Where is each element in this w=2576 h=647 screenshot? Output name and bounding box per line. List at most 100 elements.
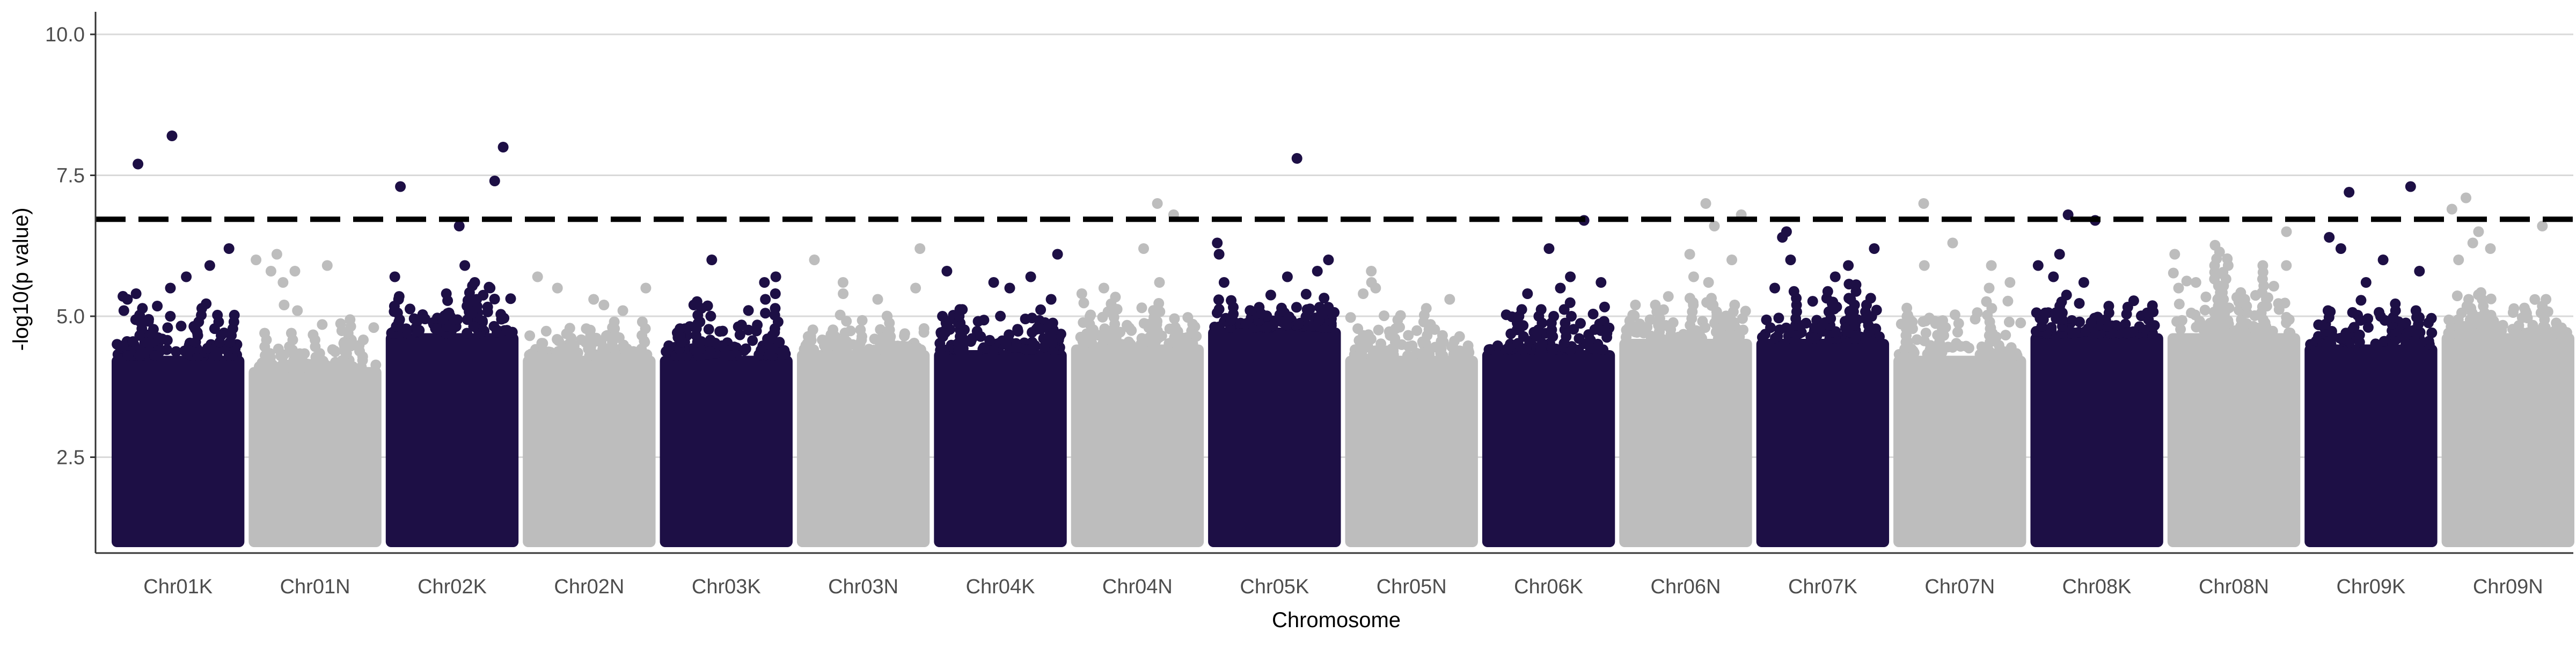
snp-outlier: [289, 266, 301, 277]
x-tick-label: Chr04N: [1102, 576, 1173, 598]
snp-point: [1947, 341, 1958, 353]
chromosome-Chr07N: [1893, 198, 2026, 547]
snp-point: [122, 350, 134, 361]
snp-point: [202, 343, 213, 354]
snp-point: [1403, 341, 1414, 352]
snp-point: [1729, 300, 1740, 310]
snp-outlier: [2405, 181, 2416, 192]
chromosome-Chr04K: [934, 249, 1067, 547]
snp-point: [1902, 316, 1913, 328]
snp-point: [2200, 292, 2212, 302]
snp-point: [1454, 331, 1465, 342]
snp-outlier: [2377, 255, 2389, 265]
snp-outlier: [1986, 260, 1997, 271]
chromosome-Chr01N: [248, 249, 382, 547]
snp-outlier: [395, 181, 406, 192]
snp-point: [2181, 275, 2192, 287]
x-tick-label: Chr01K: [143, 576, 213, 598]
snp-point: [2327, 332, 2338, 343]
snp-point: [1518, 331, 1529, 342]
snp-point: [2080, 326, 2091, 337]
snp-point: [273, 343, 284, 354]
snp-point: [2492, 327, 2503, 338]
snp-point: [1801, 317, 1812, 329]
snp-outlier: [223, 243, 235, 254]
snp-outlier: [1098, 282, 1109, 294]
snp-point: [162, 322, 173, 333]
snp-outlier: [165, 282, 176, 294]
snp-point: [1773, 312, 1784, 324]
chromosome-Chr03N: [796, 243, 930, 547]
snp-point: [2338, 333, 2350, 344]
snp-point: [2209, 239, 2221, 251]
snp-point: [1373, 324, 1384, 336]
snp-point: [1136, 302, 1147, 314]
snp-outlier: [770, 288, 781, 299]
snp-outlier: [1076, 288, 1087, 299]
snp-point: [2174, 299, 2185, 310]
snp-point: [1085, 311, 1095, 322]
chromosome-Chr08N: [2167, 226, 2301, 547]
snp-point: [430, 323, 441, 334]
snp-point: [1673, 331, 1684, 343]
x-tick-label: Chr09K: [2336, 576, 2405, 598]
chromosome-Chr09N: [2441, 192, 2574, 547]
snp-point: [705, 346, 716, 357]
snp-point: [412, 325, 423, 337]
snp-point: [2527, 321, 2538, 332]
snp-point: [1631, 327, 1643, 338]
snp-outlier: [1138, 243, 1149, 254]
snp-point: [618, 346, 630, 357]
snp-outlier: [122, 294, 133, 305]
snp-point: [540, 325, 552, 337]
snp-point: [2400, 317, 2411, 329]
dense-points-Chr07N: [1893, 355, 2026, 547]
snp-point: [1084, 318, 1095, 330]
snp-point: [2426, 327, 2438, 338]
snp-point: [2176, 315, 2187, 326]
snp-point: [2374, 307, 2384, 318]
snp-point: [259, 328, 270, 339]
snp-point: [937, 311, 948, 322]
snp-point: [957, 304, 968, 315]
snp-point: [2128, 295, 2139, 307]
snp-point: [1772, 331, 1783, 342]
snp-point: [774, 337, 785, 348]
snp-outlier: [1596, 277, 1607, 288]
snp-point: [489, 294, 500, 304]
snp-outlier: [1843, 260, 1854, 271]
snp-outlier: [2032, 260, 2044, 271]
snp-point: [1169, 313, 1180, 324]
snp-point: [1933, 316, 1944, 328]
snp-point: [975, 331, 986, 342]
snp-outlier: [809, 255, 820, 265]
snp-point: [2168, 267, 2179, 279]
y-tick-label: 7.5: [56, 165, 85, 187]
snp-point: [2463, 294, 2474, 305]
snp-outlier: [166, 130, 178, 141]
snp-outlier: [2414, 266, 2425, 277]
snp-point: [229, 309, 240, 321]
snp-outlier: [292, 305, 303, 316]
snp-point: [2268, 281, 2279, 292]
snp-point: [2423, 317, 2434, 329]
snp-outlier: [1366, 266, 1377, 277]
snp-outlier: [760, 294, 771, 305]
snp-point: [357, 351, 368, 362]
snp-point: [1097, 311, 1108, 323]
snp-point: [339, 341, 350, 352]
snp-outlier: [1213, 249, 1225, 260]
snp-point: [118, 340, 129, 351]
snp-outlier: [837, 277, 848, 288]
snp-point: [855, 324, 866, 336]
snp-outlier: [1358, 288, 1369, 299]
snp-point: [1276, 302, 1287, 314]
snp-point: [1379, 310, 1389, 322]
chromosome-Chr01K: [112, 130, 245, 547]
snp-outlier: [441, 288, 452, 299]
snp-point: [743, 305, 754, 316]
snp-point: [1038, 341, 1050, 353]
chromosome-Chr06K: [1482, 215, 1615, 547]
snp-point: [1585, 335, 1596, 346]
snp-point: [1627, 309, 1638, 321]
